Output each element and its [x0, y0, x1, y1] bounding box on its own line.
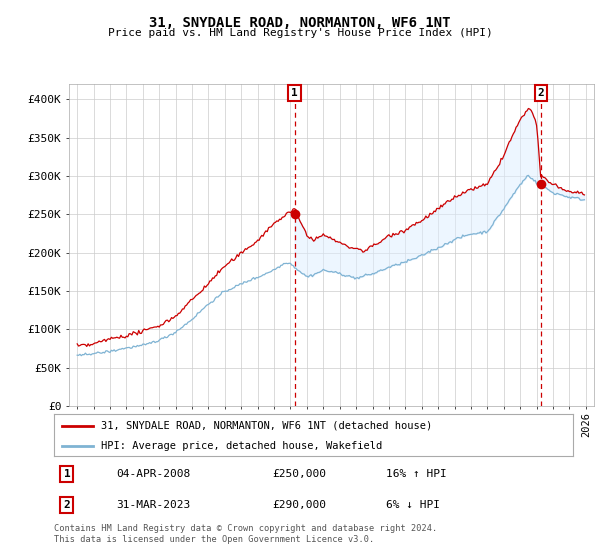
Text: Contains HM Land Registry data © Crown copyright and database right 2024.: Contains HM Land Registry data © Crown c… — [54, 524, 437, 533]
Text: 31, SNYDALE ROAD, NORMANTON, WF6 1NT (detached house): 31, SNYDALE ROAD, NORMANTON, WF6 1NT (de… — [101, 421, 432, 431]
Text: £290,000: £290,000 — [272, 500, 326, 510]
Text: 31, SNYDALE ROAD, NORMANTON, WF6 1NT: 31, SNYDALE ROAD, NORMANTON, WF6 1NT — [149, 16, 451, 30]
Text: 6% ↓ HPI: 6% ↓ HPI — [386, 500, 440, 510]
Text: This data is licensed under the Open Government Licence v3.0.: This data is licensed under the Open Gov… — [54, 535, 374, 544]
Text: 1: 1 — [291, 88, 298, 98]
Text: £250,000: £250,000 — [272, 469, 326, 479]
Text: HPI: Average price, detached house, Wakefield: HPI: Average price, detached house, Wake… — [101, 441, 382, 451]
Text: 16% ↑ HPI: 16% ↑ HPI — [386, 469, 447, 479]
Text: 31-MAR-2023: 31-MAR-2023 — [116, 500, 191, 510]
Text: 04-APR-2008: 04-APR-2008 — [116, 469, 191, 479]
Text: 1: 1 — [64, 469, 70, 479]
Text: 2: 2 — [538, 88, 544, 98]
Text: Price paid vs. HM Land Registry's House Price Index (HPI): Price paid vs. HM Land Registry's House … — [107, 28, 493, 38]
Text: 2: 2 — [64, 500, 70, 510]
